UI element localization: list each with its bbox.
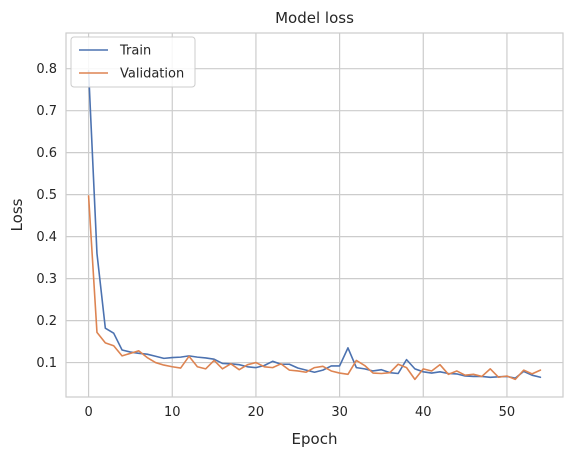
x-tick-label: 50 (499, 405, 516, 420)
x-tick-label: 40 (415, 405, 432, 420)
y-axis-title: Loss (8, 198, 26, 231)
ticks: 0 10 20 30 40 50 0.1 0.2 0.3 0.4 0.5 0.6 0.7 0.8 (36, 62, 515, 420)
x-tick-label: 20 (248, 405, 265, 420)
series-line-validation (87, 195, 542, 381)
plot-area (66, 33, 563, 397)
y-tick-label: 0.3 (36, 272, 57, 287)
y-tick-label: 0.4 (36, 230, 57, 245)
x-axis-title: Epoch (292, 430, 338, 448)
y-tick-label: 0.1 (36, 356, 57, 371)
series-line-train (87, 69, 542, 379)
y-tick-label: 0.8 (36, 62, 57, 77)
legend: Train Validation (70, 36, 196, 88)
chart-title: Model loss (275, 9, 354, 27)
x-tick-label: 10 (164, 405, 181, 420)
y-tick-label: 0.2 (36, 314, 57, 329)
y-tick-label: 0.5 (36, 188, 57, 203)
x-tick-label: 0 (84, 405, 92, 420)
y-tick-label: 0.6 (36, 146, 57, 161)
x-tick-label: 30 (331, 405, 348, 420)
series-layer (87, 69, 542, 381)
y-tick-label: 0.7 (36, 104, 57, 119)
legend-label-train: Train (119, 44, 151, 59)
plot-border (65, 32, 564, 398)
legend-label-validation: Validation (120, 67, 184, 82)
grid (66, 33, 563, 397)
